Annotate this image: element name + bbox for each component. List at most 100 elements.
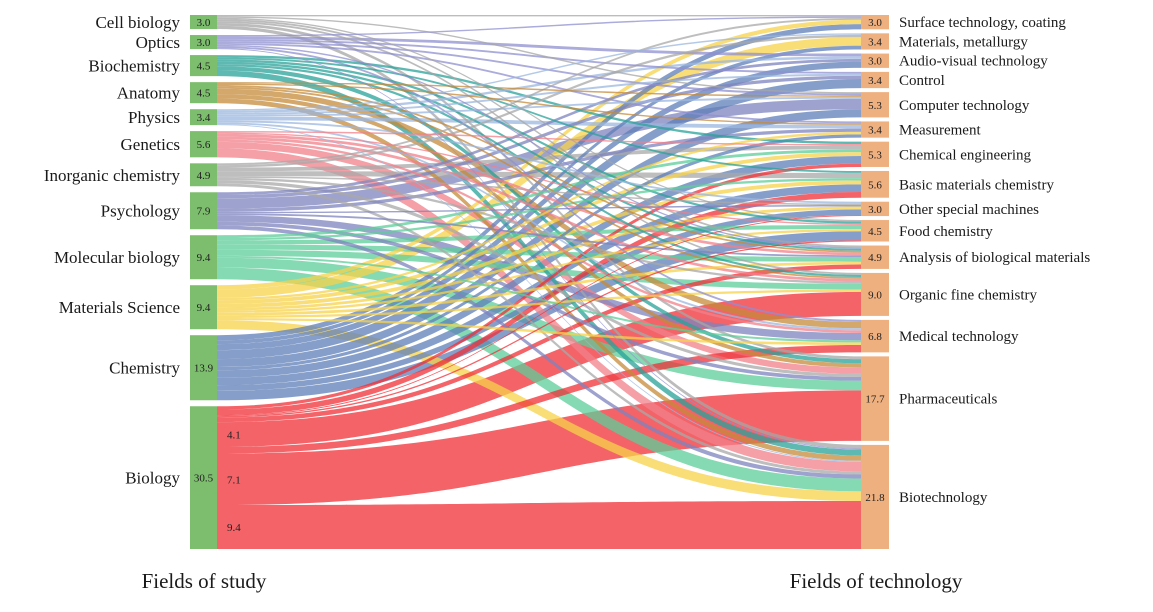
flow-physics-to-measurement — [217, 116, 861, 129]
flow-optics-to-surface-technology-coating — [217, 16, 861, 37]
left-node-label-genetics: Genetics — [121, 135, 180, 154]
flow-materials-science-to-organic-fine-chemistry — [217, 289, 861, 318]
left-node-bar-biochemistry — [190, 55, 217, 77]
left-node-bar-chemistry — [190, 335, 217, 401]
right-node-bar-organic-fine-chemistry — [861, 272, 889, 316]
right-node-label-food-chemistry: Food chemistry — [899, 224, 993, 240]
flow-biochemistry-to-basic-materials-chemistry — [217, 57, 861, 173]
left-node-value-inorganic-chemistry: 4.9 — [197, 170, 211, 182]
left-node-bar-psychology — [190, 192, 217, 230]
flow-psychology-to-control — [217, 75, 861, 199]
flow-biology-to-food-chemistry — [217, 240, 861, 418]
left-node-bar-cell-biology — [190, 15, 217, 30]
flow-cell-biology-to-food-chemistry — [217, 17, 861, 222]
flow-genetics-to-food-chemistry — [217, 132, 861, 225]
flow-physics-to-computer-technology — [217, 96, 861, 117]
flow-biology-to-analysis-of-biological-materials — [217, 264, 861, 423]
left-node-bar-molecular-biology — [190, 235, 217, 280]
flow-molecular-biology-to-biotechnology — [217, 267, 861, 492]
flow-chemistry-to-measurement — [217, 134, 861, 371]
flow-materials-science-to-chemical-engineering — [217, 152, 861, 304]
right-node-value-pharmaceuticals: 17.7 — [865, 394, 885, 406]
left-node-label-anatomy: Anatomy — [117, 84, 181, 103]
flow-materials-science-to-materials-metallurgy — [217, 37, 861, 298]
flow-biology-to-organic-fine-chemistry — [217, 291, 861, 447]
right-node-value-computer-technology: 5.3 — [868, 100, 882, 112]
right-node-value-surface-technology-coating: 3.0 — [868, 17, 882, 29]
flow-molecular-biology-to-pharmaceuticals — [217, 257, 861, 391]
flow-biology-to-medical-technology — [217, 345, 861, 454]
left-node-label-materials-science: Materials Science — [59, 298, 180, 317]
left-node-label-physics: Physics — [128, 108, 180, 127]
flow-biochemistry-to-food-chemistry — [217, 59, 861, 224]
right-node-value-materials-metallurgy: 3.4 — [868, 36, 882, 48]
flow-value-label-pharmaceuticals-1: 7.1 — [227, 474, 241, 486]
flow-inorganic-chemistry-to-organic-fine-chemistry — [217, 177, 861, 284]
right-node-value-basic-materials-chemistry: 5.6 — [868, 179, 882, 191]
flow-optics-to-analysis-of-biological-materials — [217, 44, 861, 249]
flow-optics-to-medical-technology — [217, 46, 861, 323]
right-node-value-chemical-engineering: 5.3 — [868, 149, 882, 161]
flow-psychology-to-analysis-of-biological-materials — [217, 213, 861, 258]
flow-anatomy-to-computer-technology — [217, 82, 861, 97]
left-node-value-anatomy: 4.5 — [197, 88, 211, 100]
right-node-label-biotechnology: Biotechnology — [899, 490, 988, 506]
flow-chemistry-to-control — [217, 79, 861, 360]
left-node-value-molecular-biology: 9.4 — [197, 252, 211, 264]
right-node-value-audio-visual-technology: 3.0 — [868, 56, 882, 68]
flow-anatomy-to-analysis-of-biological-materials — [217, 84, 861, 253]
right-node-bar-chemical-engineering — [861, 141, 889, 167]
flow-cell-biology-to-organic-fine-chemistry — [217, 21, 861, 275]
flow-materials-science-to-basic-materials-chemistry — [217, 180, 861, 308]
flow-biochemistry-to-pharmaceuticals — [217, 66, 861, 364]
flow-inorganic-chemistry-to-materials-metallurgy — [217, 34, 861, 168]
left-node-value-materials-science: 9.4 — [197, 302, 211, 314]
left-node-label-psychology: Psychology — [101, 202, 181, 221]
flow-genetics-to-medical-technology — [217, 139, 861, 334]
right-axis-title: Fields of technology — [790, 569, 963, 593]
flow-materials-science-to-food-chemistry — [217, 228, 861, 313]
left-node-bar-optics — [190, 35, 217, 50]
right-node-label-medical-technology: Medical technology — [899, 329, 1019, 345]
right-node-label-audio-visual-technology: Audio-visual technology — [899, 54, 1048, 70]
left-node-bar-physics — [190, 109, 217, 126]
flow-psychology-to-biotechnology — [217, 225, 861, 479]
flow-value-label-pharmaceuticals-0: 4.1 — [227, 430, 241, 442]
right-node-value-control: 3.4 — [868, 75, 882, 87]
flow-inorganic-chemistry-to-other-special-machines — [217, 176, 861, 206]
flow-molecular-biology-to-chemical-engineering — [217, 149, 861, 239]
right-node-label-analysis-of-biological-materials: Analysis of biological materials — [899, 250, 1090, 266]
flow-cell-biology-to-analysis-of-biological-materials — [217, 19, 861, 248]
right-node-bar-measurement — [861, 121, 889, 138]
right-node-bar-biotechnology — [861, 444, 889, 549]
left-node-value-psychology: 7.9 — [197, 206, 211, 218]
right-node-bar-audio-visual-technology — [861, 53, 889, 68]
flow-materials-science-to-measurement — [217, 131, 861, 301]
flow-physics-to-audio-visual-technology — [217, 56, 861, 113]
right-node-label-computer-technology: Computer technology — [899, 98, 1030, 114]
left-node-value-biochemistry: 4.5 — [197, 61, 211, 73]
left-node-value-biology: 30.5 — [194, 473, 214, 485]
flow-optics-to-biotechnology — [217, 48, 861, 450]
left-node-label-cell-biology: Cell biology — [95, 13, 180, 32]
flow-biochemistry-to-analysis-of-biological-materials — [217, 61, 861, 251]
left-node-bar-biology — [190, 406, 217, 549]
right-node-bar-other-special-machines — [861, 201, 889, 217]
right-node-bar-basic-materials-chemistry — [861, 170, 889, 198]
left-axis-title: Fields of study — [142, 569, 267, 593]
flow-inorganic-chemistry-to-surface-technology-coating — [217, 17, 861, 166]
right-node-value-measurement: 3.4 — [868, 125, 882, 137]
right-node-value-other-special-machines: 3.0 — [868, 204, 882, 216]
left-node-bar-anatomy — [190, 82, 217, 104]
flow-value-labels: 4.1 7.1 9.4 — [227, 430, 241, 534]
flow-biology-to-chemical-engineering — [217, 163, 861, 410]
flow-inorganic-chemistry-to-pharmaceuticals — [217, 180, 861, 378]
right-node-column: Surface technology, coating 3.0 Materials,… — [861, 15, 1090, 549]
left-node-value-optics: 3.0 — [197, 37, 211, 49]
left-node-bar-genetics — [190, 131, 217, 158]
right-node-value-medical-technology: 6.8 — [868, 331, 882, 343]
flow-optics-to-audio-visual-technology — [217, 36, 861, 57]
flow-physics-to-medical-technology — [217, 122, 861, 331]
flow-materials-science-to-analysis-of-biological-materials — [217, 261, 861, 316]
flow-psychology-to-audio-visual-technology — [217, 58, 861, 196]
